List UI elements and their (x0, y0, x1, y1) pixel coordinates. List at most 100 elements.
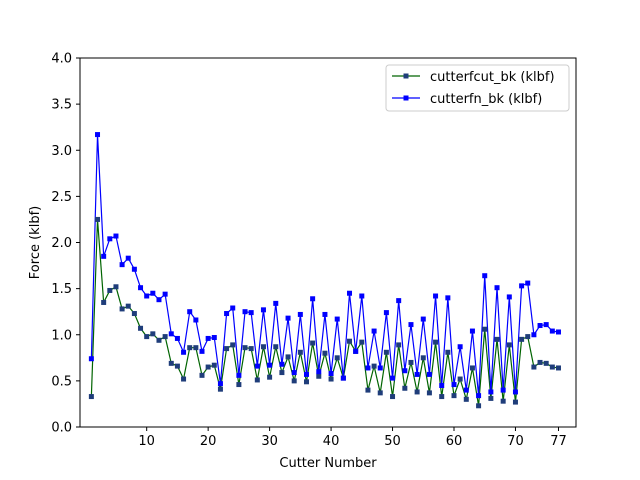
data-point (291, 378, 297, 384)
data-point (267, 362, 273, 368)
data-point (230, 305, 236, 311)
data-point (193, 345, 199, 351)
data-point (273, 300, 279, 306)
x-tick-label: 40 (323, 434, 340, 449)
data-point (119, 262, 125, 268)
data-point (236, 372, 242, 378)
data-point (519, 336, 525, 342)
data-point (531, 332, 537, 338)
data-point (95, 132, 101, 138)
x-tick-label: 60 (446, 434, 463, 449)
data-point (469, 365, 475, 371)
data-point (236, 382, 242, 388)
data-point (131, 266, 137, 272)
series-lines (90, 134, 559, 406)
data-point (396, 298, 402, 304)
data-point (402, 385, 408, 391)
y-tick-label: 2.5 (51, 190, 72, 205)
y-axis-ticks: 0.0 0.5 1.0 1.5 2.0 2.5 3.0 3.5 4.0 (51, 52, 80, 436)
data-point (519, 283, 525, 289)
data-point (125, 255, 131, 261)
data-point (162, 334, 168, 340)
series-line-1 (90, 134, 559, 396)
data-point (242, 345, 248, 351)
data-point (254, 377, 260, 383)
y-tick-label: 0.5 (51, 374, 72, 389)
data-point (217, 381, 223, 387)
data-point (506, 342, 512, 348)
data-point (377, 365, 383, 371)
legend-label-fn: cutterfn_bk (klbf) (430, 92, 542, 107)
data-point (217, 386, 223, 392)
data-point (555, 329, 561, 335)
data-point (377, 390, 383, 396)
data-point (500, 398, 506, 404)
data-point (187, 345, 193, 351)
data-point (469, 328, 475, 334)
data-point (101, 299, 107, 305)
data-point (476, 393, 482, 399)
data-point (156, 337, 162, 343)
data-point (390, 375, 396, 381)
data-point (310, 296, 316, 302)
data-point (555, 365, 561, 371)
data-point (113, 233, 119, 239)
x-tick-label: 20 (200, 434, 217, 449)
data-point (549, 328, 555, 334)
data-point (205, 364, 211, 370)
data-point (205, 335, 211, 341)
y-tick-label: 1.5 (51, 282, 72, 297)
data-point (494, 285, 500, 291)
data-point (328, 371, 334, 376)
data-point (482, 273, 488, 279)
data-point (156, 297, 162, 303)
data-point (445, 349, 451, 355)
data-point (457, 376, 463, 382)
data-point (168, 360, 174, 366)
y-tick-label: 4.0 (51, 52, 72, 67)
data-point (316, 369, 322, 375)
data-point (316, 373, 322, 379)
data-point (463, 396, 469, 402)
y-axis-label: Force (klbf) (28, 206, 43, 279)
data-point (187, 309, 193, 315)
data-point (199, 372, 205, 378)
data-point (211, 335, 217, 341)
data-point (512, 399, 518, 405)
data-point (451, 393, 457, 399)
data-point (230, 342, 236, 348)
data-point (457, 344, 463, 350)
data-point (113, 284, 119, 290)
data-point (88, 356, 94, 362)
data-point (211, 362, 217, 368)
y-tick-label: 3.5 (51, 98, 72, 113)
data-point (174, 335, 180, 341)
data-point (150, 290, 156, 296)
data-point (224, 346, 230, 352)
y-tick-label: 0.0 (51, 421, 72, 436)
data-point (138, 325, 144, 331)
data-point (144, 334, 150, 340)
data-point (383, 310, 389, 316)
data-point (138, 285, 144, 291)
data-point (451, 382, 457, 388)
data-point (531, 364, 537, 370)
data-point (168, 331, 174, 337)
data-point (254, 363, 260, 369)
plot-area (88, 132, 561, 409)
data-point (260, 307, 266, 313)
data-point (537, 323, 543, 329)
data-point (420, 355, 426, 361)
data-point (310, 340, 316, 346)
data-point (433, 339, 439, 345)
x-axis-ticks: 10 20 30 40 50 60 70 77 (138, 427, 567, 449)
y-tick-label: 3.0 (51, 144, 72, 159)
data-point (174, 363, 180, 369)
data-point (371, 328, 377, 334)
legend: cutterfcut_bk (klbf) cutterfn_bk (klbf) (385, 64, 570, 112)
data-point (494, 336, 500, 342)
data-point (463, 387, 469, 393)
data-point (334, 316, 340, 322)
data-point (500, 387, 506, 393)
